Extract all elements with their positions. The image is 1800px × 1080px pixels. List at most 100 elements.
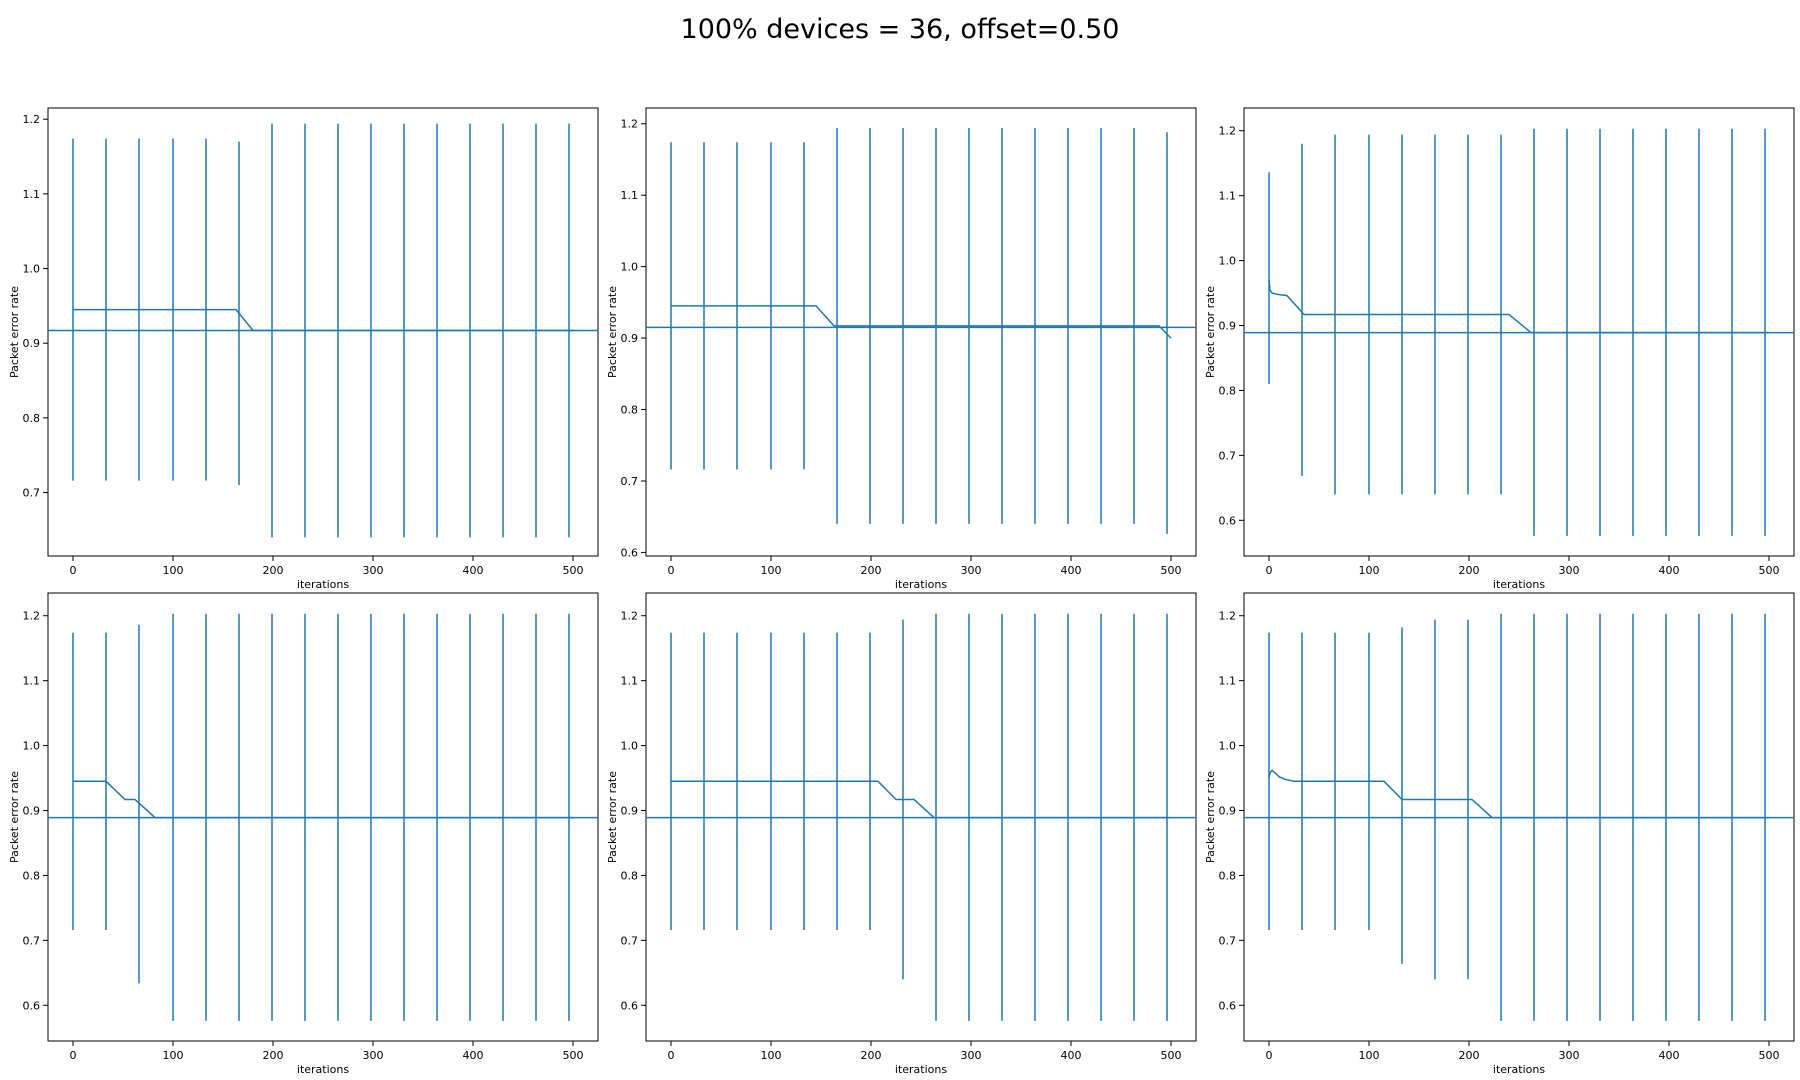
subplot-6: 0 100 200 300 400 500 0.6 0.7 0.8 0.9 1.0 1.1 1.2 ite… bbox=[1204, 592, 1795, 1076]
x-tick-label: 0 bbox=[1266, 1049, 1273, 1062]
x-tick-label: 300 bbox=[363, 1049, 384, 1062]
y-tick-label: 0.9 bbox=[1219, 805, 1237, 818]
x-axis-label: iterations bbox=[895, 1063, 947, 1076]
y-tick-label: 0.8 bbox=[23, 869, 41, 882]
x-tick-label: 300 bbox=[363, 564, 384, 577]
y-axis-label: Packet error rate bbox=[1204, 286, 1217, 378]
y-tick-label: 1.2 bbox=[1219, 610, 1237, 623]
x-tick-label: 300 bbox=[961, 564, 982, 577]
x-tick-label: 100 bbox=[163, 564, 184, 577]
plot-area bbox=[646, 613, 1196, 1021]
x-tick-label: 100 bbox=[1359, 1049, 1380, 1062]
axes-frame bbox=[645, 107, 1197, 557]
y-tick-label: 1.1 bbox=[621, 189, 639, 202]
x-axis-label: iterations bbox=[1493, 1063, 1545, 1076]
x-tick-label: 200 bbox=[1459, 1049, 1480, 1062]
x-tick-label: 400 bbox=[463, 564, 484, 577]
y-axis-label: Packet error rate bbox=[606, 286, 619, 378]
x-tick-label: 500 bbox=[563, 1049, 584, 1062]
y-tick-label: 0.9 bbox=[23, 337, 41, 350]
y-tick-label: 0.7 bbox=[1219, 449, 1237, 462]
y-tick-label: 0.7 bbox=[23, 487, 41, 500]
y-tick-label: 0.6 bbox=[23, 999, 41, 1012]
y-tick-label: 0.7 bbox=[621, 475, 639, 488]
plot-area bbox=[48, 123, 598, 538]
y-axis-label: Packet error rate bbox=[8, 771, 21, 863]
y-tick-label: 0.6 bbox=[1219, 999, 1237, 1012]
figure-title: 100% devices = 36, offset=0.50 bbox=[680, 14, 1120, 45]
y-tick-label: 0.7 bbox=[1219, 934, 1237, 947]
x-tick-label: 400 bbox=[1659, 1049, 1680, 1062]
y-tick-label: 1.0 bbox=[1219, 255, 1237, 268]
y-tick-label: 0.8 bbox=[1219, 384, 1237, 397]
y-tick-label: 0.6 bbox=[1219, 514, 1237, 527]
y-tick-label: 0.8 bbox=[23, 412, 41, 425]
y-tick-label: 1.1 bbox=[23, 188, 41, 201]
x-tick-label: 200 bbox=[861, 564, 882, 577]
x-tick-label: 400 bbox=[1659, 564, 1680, 577]
x-tick-label: 400 bbox=[1061, 564, 1082, 577]
y-tick-label: 1.1 bbox=[1219, 190, 1237, 203]
y-tick-label: 0.8 bbox=[1219, 869, 1237, 882]
y-tick-label: 0.9 bbox=[621, 332, 639, 345]
y-tick-label: 1.2 bbox=[23, 113, 41, 126]
x-tick-label: 200 bbox=[861, 1049, 882, 1062]
x-tick-label: 100 bbox=[761, 564, 782, 577]
y-tick-label: 0.9 bbox=[621, 805, 639, 818]
subplot-2: 0 100 200 300 400 500 0.6 0.7 0.8 0.9 1.0 1.1 1.2 ite… bbox=[606, 107, 1197, 591]
series-line bbox=[1268, 769, 1769, 819]
series-line bbox=[671, 780, 1171, 819]
x-tick-label: 500 bbox=[1161, 1049, 1182, 1062]
y-tick-label: 0.6 bbox=[621, 546, 639, 559]
y-tick-label: 1.1 bbox=[23, 675, 41, 688]
x-tick-label: 200 bbox=[1459, 564, 1480, 577]
y-axis-label: Packet error rate bbox=[8, 286, 21, 378]
y-tick-label: 0.9 bbox=[23, 805, 41, 818]
x-tick-label: 0 bbox=[668, 1049, 675, 1062]
series-line bbox=[73, 780, 573, 819]
y-tick-label: 1.0 bbox=[1219, 740, 1237, 753]
subplot-1: 0 100 200 300 400 500 0.7 0.8 0.9 1.0 1.1 1.2 iterat… bbox=[8, 107, 599, 591]
plot-area bbox=[48, 613, 598, 1021]
y-tick-label: 0.7 bbox=[23, 934, 41, 947]
x-axis-label: iterations bbox=[895, 578, 947, 591]
x-tick-label: 200 bbox=[263, 564, 284, 577]
x-tick-label: 300 bbox=[1559, 1049, 1580, 1062]
x-tick-label: 300 bbox=[961, 1049, 982, 1062]
y-tick-label: 1.1 bbox=[621, 675, 639, 688]
series-line bbox=[671, 305, 1172, 339]
y-axis-label: Packet error rate bbox=[1204, 771, 1217, 863]
x-tick-label: 400 bbox=[463, 1049, 484, 1062]
x-tick-label: 500 bbox=[1759, 1049, 1780, 1062]
x-tick-label: 500 bbox=[1161, 564, 1182, 577]
y-tick-label: 1.0 bbox=[621, 740, 639, 753]
y-tick-label: 1.1 bbox=[1219, 675, 1237, 688]
y-tick-label: 0.9 bbox=[1219, 320, 1237, 333]
y-tick-label: 0.6 bbox=[621, 999, 639, 1012]
x-tick-label: 500 bbox=[1759, 564, 1780, 577]
series-line bbox=[1268, 280, 1769, 334]
x-axis-label: iterations bbox=[297, 1063, 349, 1076]
x-tick-label: 100 bbox=[1359, 564, 1380, 577]
plot-area bbox=[1244, 613, 1794, 1021]
y-tick-label: 1.0 bbox=[621, 261, 639, 274]
x-tick-label: 400 bbox=[1061, 1049, 1082, 1062]
x-tick-label: 0 bbox=[1266, 564, 1273, 577]
y-tick-label: 1.2 bbox=[621, 610, 639, 623]
y-tick-label: 1.2 bbox=[1219, 125, 1237, 138]
plot-area bbox=[1244, 128, 1794, 536]
y-axis-label: Packet error rate bbox=[606, 771, 619, 863]
y-tick-label: 0.8 bbox=[621, 869, 639, 882]
x-tick-label: 0 bbox=[668, 564, 675, 577]
x-tick-label: 0 bbox=[70, 564, 77, 577]
y-tick-label: 1.2 bbox=[621, 118, 639, 131]
axes-frame bbox=[47, 107, 599, 557]
x-tick-label: 300 bbox=[1559, 564, 1580, 577]
y-tick-label: 1.2 bbox=[23, 610, 41, 623]
x-tick-label: 200 bbox=[263, 1049, 284, 1062]
subplot-5: 0 100 200 300 400 500 0.6 0.7 0.8 0.9 1.0 1.1 1.2 ite… bbox=[606, 592, 1197, 1076]
x-tick-label: 500 bbox=[563, 564, 584, 577]
subplot-3: 0 100 200 300 400 500 0.6 0.7 0.8 0.9 1.0 1.1 1.2 ite… bbox=[1204, 107, 1795, 591]
x-axis-label: iterations bbox=[297, 578, 349, 591]
subplot-4: 0 100 200 300 400 500 0.6 0.7 0.8 0.9 1.0 1.1 1.2 ite… bbox=[8, 592, 599, 1076]
